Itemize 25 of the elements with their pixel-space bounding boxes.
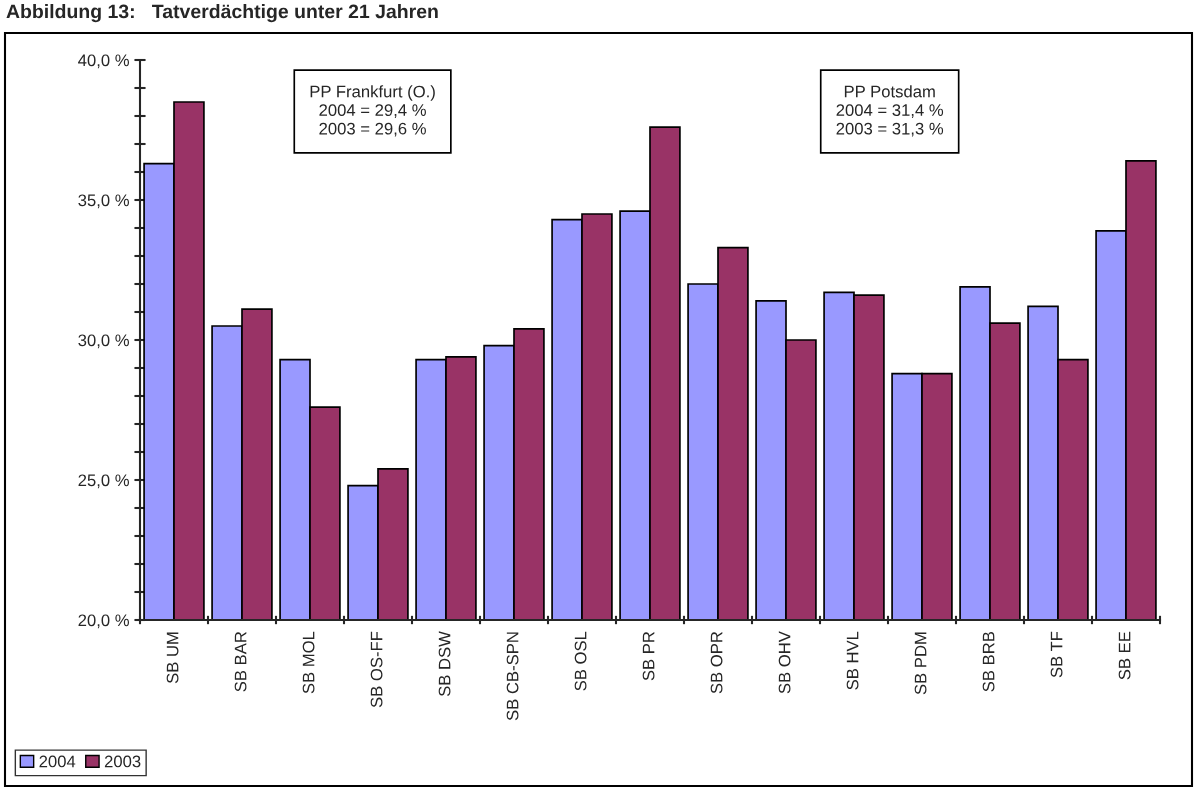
annotation: PP Frankfurt (O.) 2004 = 29,4 % 2003 = 29,6 % [310,85,435,137]
annotation: PP Potsdam 2004 = 31,4 % 2003 = 31,3 % [836,85,944,137]
chart-title: Abbildung 13: Tatverdächtige unter 21 Jahren [6,4,438,23]
x-tick-label: SB OHV [778,631,791,694]
y-tick-label: 25,0 % [78,474,129,489]
x-tick-label: SB OSL [574,631,587,691]
x-tick-label: SB OPR [710,631,723,694]
x-tick-label: SB PR [642,631,655,681]
x-tick-label: SB DSW [438,631,451,697]
x-tick-label: SB TF [1050,631,1063,678]
y-tick-label: 40,0 % [78,54,129,69]
x-tick-label: SB PDM [914,632,927,695]
x-tick-label: SB BRB [982,631,995,692]
y-tick-label: 30,0 % [78,334,129,349]
x-tick-label: SB OS-FF [370,631,383,708]
x-tick-label: SB HVL [846,631,859,690]
x-tick-label: SB CB-SPN [506,632,519,721]
legend-label: 2004 [39,755,76,768]
x-tick-label: SB MOL [302,631,315,694]
x-tick-label: SB UM [166,632,179,684]
y-tick-label: 20,0 % [78,614,129,629]
x-tick-label: SB EE [1118,631,1131,680]
legend-label: 2003 [104,755,141,768]
y-tick-label: 35,0 % [78,194,129,209]
x-tick-label: SB BAR [234,631,247,692]
